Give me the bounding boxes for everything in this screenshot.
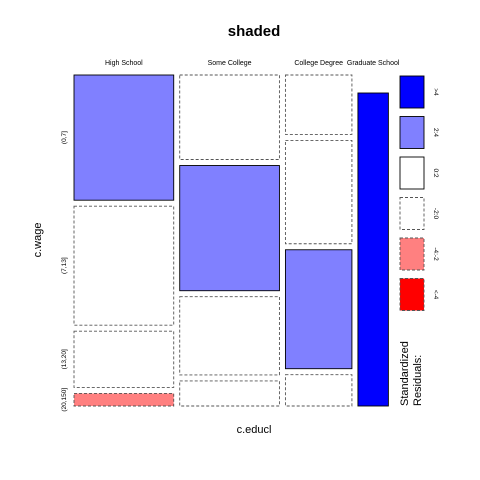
legend-swatch: [399, 75, 425, 109]
chart-title: shaded: [228, 23, 281, 40]
legend-swatch: [399, 278, 425, 311]
column-label: High School: [105, 60, 143, 67]
column-label: Graduate School: [347, 60, 400, 67]
legend-label: >4: [432, 88, 439, 96]
column-labels: High School Some College College Degree Gra…: [105, 60, 400, 67]
mosaic-cell: [179, 165, 280, 292]
mosaic-cells: [73, 74, 389, 407]
mosaic-cell: [284, 249, 353, 370]
legend-swatch: [399, 197, 425, 230]
row-label: (20,150]: [61, 388, 68, 412]
x-axis-label: c.educl: [237, 424, 272, 436]
mosaic-cell: [179, 380, 280, 407]
mosaic-cell: [73, 330, 175, 388]
column-label: Some College: [208, 60, 252, 67]
legend-swatch: [399, 116, 425, 149]
legend-label: -2:0: [432, 208, 439, 220]
legend-label: 0:2: [432, 168, 439, 177]
legend-swatch: [399, 156, 425, 190]
mosaic-cell: [357, 92, 389, 407]
mosaic-cell: [73, 393, 175, 407]
row-label: (0,7]: [61, 131, 68, 144]
legend-label: 2:4: [432, 128, 439, 137]
mosaic-cell: [73, 74, 175, 201]
legend-label: -4:-2: [432, 247, 439, 261]
mosaic-cell: [284, 374, 353, 407]
legend-title: Standardized: [399, 341, 411, 406]
mosaic-cell: [284, 140, 353, 245]
y-axis-label: c.wage: [32, 223, 44, 258]
row-label: (13,20]: [61, 349, 68, 369]
legend-label: <-4: [432, 290, 439, 300]
mosaic-cell: [284, 74, 353, 135]
row-label: (7,13]: [61, 257, 68, 274]
mosaic-cell: [179, 74, 280, 160]
column-label: College Degree: [294, 60, 343, 67]
legend-title: Residuals:: [412, 355, 424, 406]
row-labels: (0,7] (7,13] (13,20] (20,150]: [61, 131, 68, 412]
mosaic-cell: [179, 296, 280, 376]
legend-swatch: [399, 237, 425, 271]
mosaic-cell: [73, 205, 175, 326]
legend: >4 2:4 0:2 -2:0 -4:-2 <-4 Standardized Residual…: [399, 75, 439, 406]
